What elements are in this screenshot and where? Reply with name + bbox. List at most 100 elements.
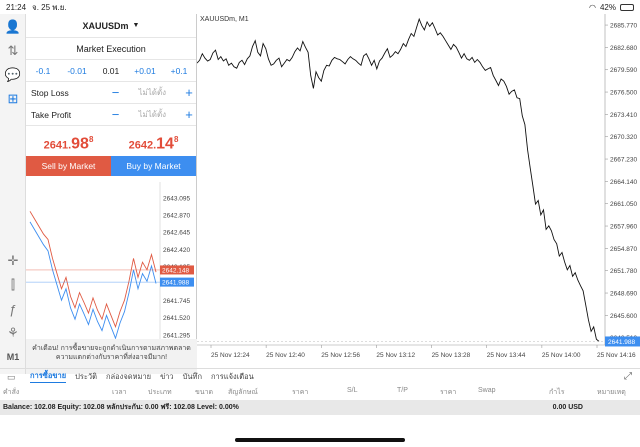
tab-alerts[interactable]: การแจ้งเตือน xyxy=(211,371,254,381)
chat-icon[interactable]: 💬 xyxy=(4,67,22,82)
bid-price: 2641.988 xyxy=(43,134,94,152)
tab-news[interactable]: ข่าว xyxy=(160,371,174,381)
battery-percent: 42% xyxy=(599,2,616,12)
tick-chart-label: 2641.295 xyxy=(163,332,190,339)
new-order-icon[interactable]: ⊞ xyxy=(7,91,19,106)
timeframe-button[interactable]: M1 xyxy=(6,352,20,362)
x-tick-label: 25 Nov 14:16 xyxy=(597,352,636,359)
col-symbol: สัญลักษณ์ xyxy=(228,389,258,396)
current-price-tag xyxy=(605,336,640,347)
terminal-tabs: ▭ การซื้อขาย ประวัติ กล่องจดหมาย ข่าว บั… xyxy=(0,368,640,384)
candlestick-icon[interactable]: ⫿ xyxy=(10,277,16,292)
chevron-down-icon: ▼ xyxy=(132,22,140,29)
buy-by-market-button[interactable]: Buy by Market xyxy=(111,156,196,176)
balance-text: Balance: 102.08 Equity: 102.08 หลักประกั… xyxy=(3,404,239,411)
x-tick-label: 25 Nov 12:40 xyxy=(266,352,305,359)
objects-icon[interactable]: ⚘ xyxy=(7,325,19,340)
price-row: 2641.988 2642.148 xyxy=(26,126,196,156)
ask-tick-line xyxy=(29,211,157,329)
take-profit-plus-button[interactable]: + xyxy=(185,107,193,122)
y-tick-label: 2667.230 xyxy=(610,157,637,164)
col-swap: Swap xyxy=(478,387,496,394)
sell-by-market-button[interactable]: Sell by Market xyxy=(26,156,111,176)
y-tick-label: 2645.600 xyxy=(610,313,637,320)
volume-plus-001-button[interactable]: +0.01 xyxy=(134,65,156,76)
tick-chart-label: 2641.520 xyxy=(163,315,190,322)
wifi-icon: ◠ xyxy=(589,2,596,12)
tick-chart-label: 2642.420 xyxy=(163,247,190,254)
home-indicator xyxy=(235,438,405,442)
volume-value[interactable]: 0.01 xyxy=(102,65,120,76)
bid-level-tag xyxy=(160,277,194,287)
x-tick-label: 25 Nov 12:56 xyxy=(321,352,360,359)
tick-chart-label: 2643.095 xyxy=(163,195,190,202)
price-chart-svg: 2685.770 2682.680 2679.590 2676.500 2673.410… xyxy=(196,14,640,359)
ask-level-tag xyxy=(160,265,194,275)
x-tick-label: 25 Nov 13:44 xyxy=(487,352,526,359)
take-profit-row: Take Profit − ไม่ได้ตั้ง + xyxy=(26,104,196,126)
x-tick-label: 25 Nov 12:24 xyxy=(211,352,250,359)
y-tick-label: 2670.320 xyxy=(610,134,637,141)
execution-mode[interactable]: Market Execution xyxy=(26,38,196,60)
volume-minus-001-button[interactable]: -0.01 xyxy=(67,65,87,76)
col-order: คำสั่ง xyxy=(3,389,20,396)
symbol-selector[interactable]: XAUUSDm ▼ xyxy=(26,14,196,38)
symbol-name: XAUUSDm xyxy=(82,20,129,31)
status-bar: 21:24 จ. 25 พ.ย. ◠ 42% xyxy=(0,0,640,14)
y-tick-label: 2664.140 xyxy=(610,179,637,186)
tab-journal[interactable]: บันทึก xyxy=(182,371,203,381)
y-tick-label: 2654.870 xyxy=(610,246,637,253)
bid-level-label: 2641.988 xyxy=(162,280,189,287)
y-tick-label: 2682.680 xyxy=(610,45,637,52)
take-profit-minus-button[interactable]: − xyxy=(111,107,120,122)
y-tick-label: 2648.690 xyxy=(610,291,637,298)
y-tick-label: 2679.590 xyxy=(610,67,637,74)
crosshair-icon[interactable]: ✛ xyxy=(7,253,19,268)
y-tick-label: 2676.500 xyxy=(610,90,637,97)
tick-chart: 2643.0952642.8702642.6452642.4202642.195… xyxy=(26,182,194,350)
status-time: 21:24 xyxy=(6,2,27,12)
volume-plus-01-button[interactable]: +0.1 xyxy=(170,65,188,76)
tick-chart-label: 2642.645 xyxy=(163,230,190,237)
col-profit: กำไร xyxy=(549,389,565,396)
y-tick-label: 2657.960 xyxy=(610,224,637,231)
x-tick-label: 25 Nov 13:28 xyxy=(432,352,471,359)
tab-history[interactable]: ประวัติ xyxy=(75,371,98,381)
stop-loss-plus-button[interactable]: + xyxy=(185,85,193,100)
status-date: จ. 25 พ.ย. xyxy=(32,2,67,12)
tab-mailbox[interactable]: กล่องจดหมาย xyxy=(106,371,152,381)
y-tick-label: 2661.050 xyxy=(610,201,637,208)
collapse-icon[interactable]: ▭ xyxy=(7,372,16,382)
col-price-current: ราคา xyxy=(440,389,457,396)
col-tp: T/P xyxy=(397,387,408,394)
battery-icon xyxy=(620,3,634,11)
col-price: ราคา xyxy=(292,389,309,396)
expand-icon[interactable]: ⤢ xyxy=(624,371,632,382)
col-type: ประเภท xyxy=(148,389,172,396)
tab-trade[interactable]: การซื้อขาย xyxy=(30,370,67,383)
balance-bar: Balance: 102.08 Equity: 102.08 หลักประกั… xyxy=(0,400,640,415)
x-tick-label: 25 Nov 13:12 xyxy=(376,352,415,359)
tick-chart-label: 2641.745 xyxy=(163,298,190,305)
stop-loss-input[interactable]: ไม่ได้ตั้ง xyxy=(138,88,167,97)
col-comment: หมายเหตุ xyxy=(597,389,626,396)
stop-loss-minus-button[interactable]: − xyxy=(111,85,120,100)
trade-arrows-icon[interactable]: ⇅ xyxy=(7,43,19,58)
price-chart[interactable]: XAUUSDm, M1 2685.770 2682.680 2679.590 2676… xyxy=(196,14,640,374)
current-price-label: 2641.988 xyxy=(608,339,635,346)
order-panel: XAUUSDm ▼ Market Execution -0.1 -0.01 0.… xyxy=(26,14,197,374)
col-sl: S/L xyxy=(347,387,358,394)
y-tick-label: 2673.410 xyxy=(610,112,637,119)
stop-loss-row: Stop Loss − ไม่ได้ตั้ง + xyxy=(26,82,196,104)
indicator-icon[interactable]: ƒ xyxy=(9,301,17,317)
account-icon[interactable]: 👤 xyxy=(4,19,22,34)
take-profit-input[interactable]: ไม่ได้ตั้ง xyxy=(138,110,167,119)
volume-minus-01-button[interactable]: -0.1 xyxy=(35,65,51,76)
bid-tick-line xyxy=(29,221,157,340)
y-tick-label: 2685.770 xyxy=(610,23,637,30)
ask-level-label: 2642.148 xyxy=(162,267,189,274)
take-profit-label: Take Profit xyxy=(31,109,72,120)
price-line xyxy=(196,17,600,342)
orders-header: คำสั่ง เวลา ประเภท ขนาด สัญลักษณ์ ราคา S… xyxy=(0,385,640,399)
x-tick-label: 25 Nov 14:00 xyxy=(542,352,581,359)
